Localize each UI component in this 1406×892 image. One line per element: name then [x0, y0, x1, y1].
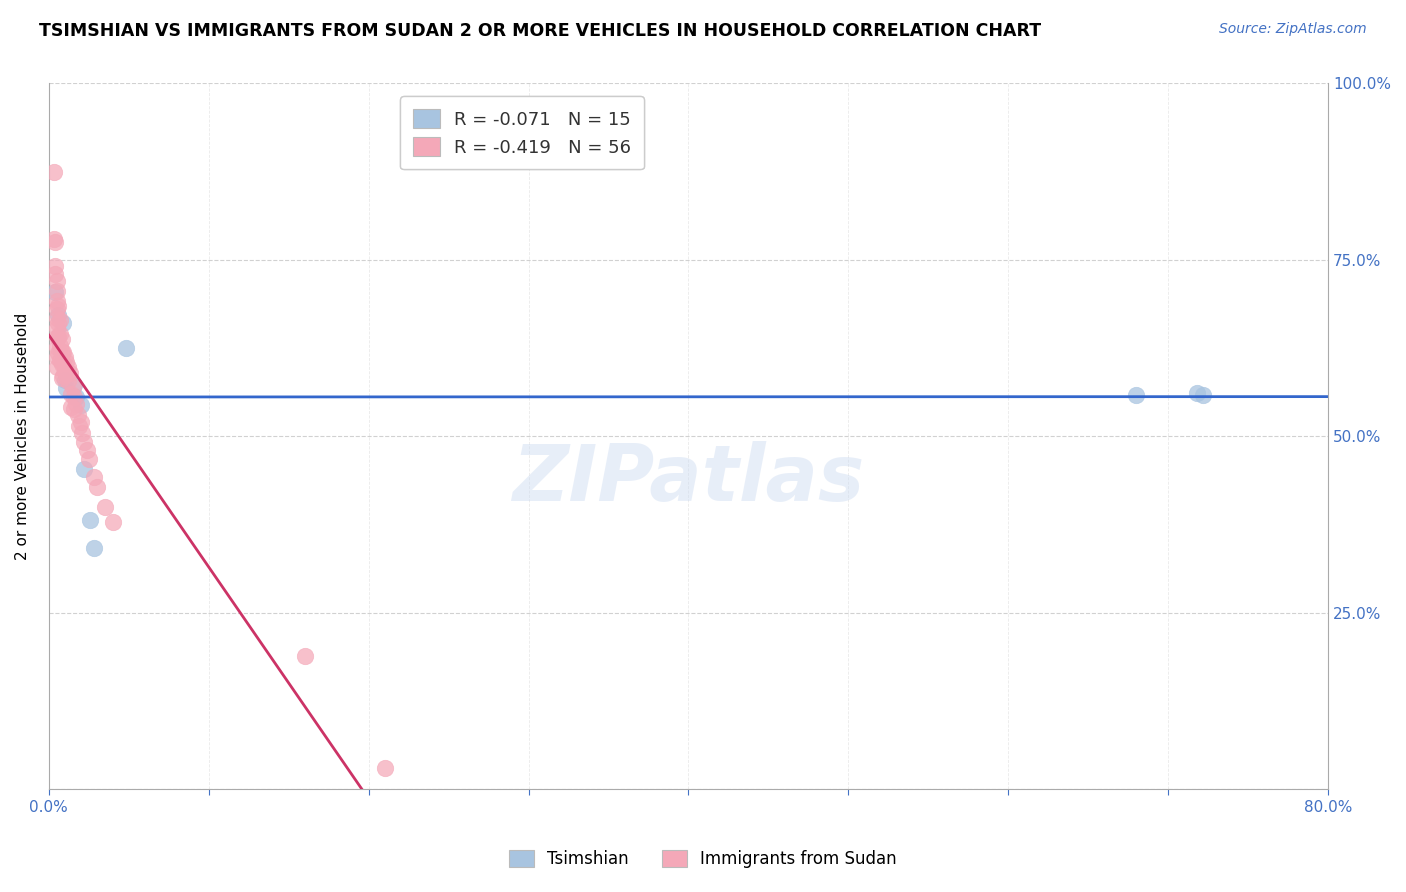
- Point: [51, 332, 73, 346]
- Legend: Tsimshian, Immigrants from Sudan: Tsimshian, Immigrants from Sudan: [502, 843, 904, 875]
- Legend: R = -0.071   N = 15, R = -0.419   N = 56: R = -0.071 N = 15, R = -0.419 N = 56: [401, 96, 644, 169]
- Point: [49, 326, 72, 341]
- Point: [72, 425, 94, 440]
- Point: [101, 516, 124, 530]
- Point: [45, 330, 67, 344]
- Point: [46, 308, 69, 322]
- Point: [49, 353, 72, 368]
- Point: [42, 164, 65, 178]
- Point: [46, 346, 69, 360]
- Point: [46, 330, 69, 344]
- Point: [69, 398, 91, 412]
- Point: [79, 512, 101, 526]
- Point: [44, 267, 66, 281]
- Point: [1125, 388, 1147, 402]
- Point: [56, 360, 79, 375]
- Point: [63, 378, 86, 392]
- Point: [55, 381, 77, 395]
- Text: TSIMSHIAN VS IMMIGRANTS FROM SUDAN 2 OR MORE VEHICLES IN HOUSEHOLD CORRELATION C: TSIMSHIAN VS IMMIGRANTS FROM SUDAN 2 OR …: [39, 22, 1042, 40]
- Point: [66, 408, 89, 422]
- Point: [51, 357, 73, 371]
- Text: ZIPatlas: ZIPatlas: [512, 441, 865, 516]
- Point: [65, 391, 87, 405]
- Point: [69, 415, 91, 429]
- Point: [51, 344, 73, 359]
- Point: [45, 351, 67, 365]
- Point: [51, 371, 73, 385]
- Point: [93, 500, 115, 514]
- Point: [45, 360, 67, 375]
- Point: [114, 341, 136, 355]
- Point: [63, 391, 86, 405]
- Point: [46, 299, 69, 313]
- Point: [63, 402, 86, 417]
- Point: [49, 313, 72, 327]
- Point: [1192, 388, 1215, 402]
- Text: Source: ZipAtlas.com: Source: ZipAtlas.com: [1219, 22, 1367, 37]
- Point: [52, 344, 75, 359]
- Point: [45, 293, 67, 308]
- Point: [44, 285, 66, 299]
- Point: [49, 339, 72, 353]
- Point: [53, 351, 76, 365]
- Point: [46, 317, 69, 331]
- Point: [42, 232, 65, 246]
- Point: [44, 235, 66, 250]
- Point: [73, 434, 96, 449]
- Point: [67, 418, 90, 433]
- Point: [73, 462, 96, 476]
- Point: [52, 356, 75, 370]
- Point: [53, 364, 76, 378]
- Point: [374, 761, 396, 775]
- Point: [294, 649, 316, 664]
- Point: [62, 380, 84, 394]
- Point: [45, 311, 67, 326]
- Point: [45, 340, 67, 354]
- Point: [83, 541, 105, 555]
- Point: [65, 397, 87, 411]
- Point: [83, 470, 105, 484]
- Point: [45, 321, 67, 335]
- Point: [76, 443, 98, 458]
- Point: [44, 259, 66, 273]
- Point: [45, 284, 67, 298]
- Point: [60, 400, 83, 414]
- Point: [77, 451, 100, 466]
- Point: [86, 480, 108, 494]
- Point: [60, 387, 83, 401]
- Point: [52, 317, 75, 331]
- Point: [45, 274, 67, 288]
- Point: [56, 374, 79, 388]
- Point: [53, 373, 76, 387]
- Y-axis label: 2 or more Vehicles in Household: 2 or more Vehicles in Household: [15, 313, 30, 560]
- Point: [58, 366, 80, 380]
- Point: [52, 368, 75, 383]
- Point: [55, 367, 77, 381]
- Point: [55, 355, 77, 369]
- Point: [1185, 385, 1208, 400]
- Point: [45, 302, 67, 317]
